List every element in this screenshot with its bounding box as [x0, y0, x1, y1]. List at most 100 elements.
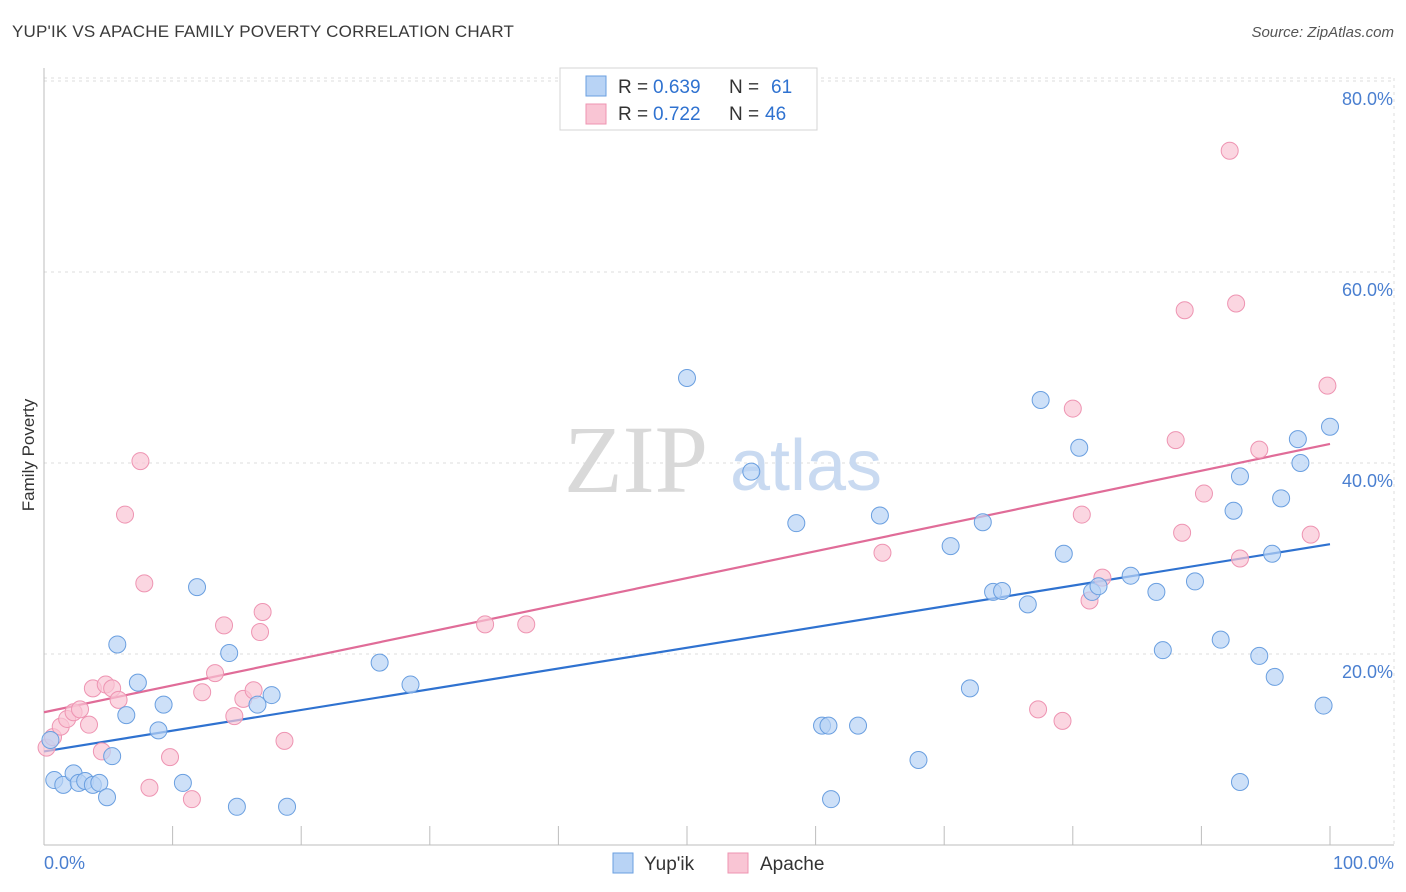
apache-trend-line	[43, 442, 1331, 714]
yupik-trend-line	[43, 543, 1331, 753]
yupik-point	[1230, 467, 1249, 486]
yupik-point	[188, 578, 207, 597]
apache-r-value: 0.722	[653, 104, 701, 125]
apache-point	[140, 778, 159, 797]
apache-n-value: 46	[765, 104, 786, 125]
yupik-point	[678, 369, 696, 388]
yupik-point	[98, 788, 117, 807]
yupik-point	[787, 514, 806, 533]
yupik-point	[960, 679, 979, 698]
stats-legend: R = 0.639 N = 61 R = 0.722 N = 46	[559, 67, 818, 131]
yupik-point	[822, 790, 841, 809]
yupik-point	[220, 644, 239, 663]
yupik-point	[1147, 582, 1166, 601]
y-tick-label: 80.0%	[1342, 89, 1393, 109]
y-axis-title: Family Poverty	[19, 398, 38, 511]
apache-point	[1175, 301, 1194, 320]
apache-point	[1173, 523, 1192, 542]
apache-point	[1220, 141, 1239, 160]
apache-point	[1166, 431, 1185, 450]
yupik-legend-swatch	[585, 75, 607, 97]
yupik-n-label: N =	[729, 77, 759, 98]
apache-point	[71, 700, 90, 719]
apache-point	[253, 602, 272, 621]
apache-point	[1227, 294, 1246, 313]
yupik-point	[742, 462, 761, 481]
watermark-zip: ZIP	[564, 406, 708, 513]
apache-point	[1230, 549, 1249, 568]
yupik-point	[128, 673, 147, 692]
apache-point	[1250, 440, 1269, 459]
yupik-point	[1031, 390, 1050, 409]
yupik-point	[149, 721, 168, 740]
x-tick-label-min: 0.0%	[44, 853, 85, 873]
apache-r-label: R =	[618, 104, 648, 125]
y-tick-label: 40.0%	[1342, 471, 1393, 491]
yupik-point	[1288, 430, 1307, 449]
axes	[43, 68, 1394, 846]
apache-n-label: N =	[729, 104, 759, 125]
yupik-bottom-label: Yup'ik	[644, 854, 695, 875]
yupik-point	[1211, 630, 1230, 649]
yupik-point	[1089, 577, 1108, 596]
apache-point	[1029, 700, 1048, 719]
yupik-point	[108, 635, 127, 654]
yupik-point	[1291, 454, 1310, 472]
x-tick-labels: 0.0% 100.0%	[44, 853, 1394, 873]
apache-point	[135, 574, 154, 593]
apache-point	[206, 664, 225, 683]
data-points	[37, 141, 1339, 816]
chart-title: YUP'IK VS APACHE FAMILY POVERTY CORRELAT…	[12, 22, 515, 41]
watermark: ZIP atlas	[564, 406, 882, 513]
yupik-point	[1070, 438, 1089, 457]
yupik-point	[819, 716, 838, 735]
yupik-point	[173, 773, 192, 792]
yupik-point	[1185, 572, 1204, 591]
yupik-point	[1263, 544, 1282, 563]
yupik-point	[248, 695, 267, 714]
yupik-point	[154, 695, 173, 714]
apache-point	[1318, 376, 1337, 395]
yupik-point	[1314, 696, 1333, 715]
trend-lines	[43, 442, 1331, 753]
yupik-point	[1018, 595, 1037, 614]
apache-legend-swatch	[585, 103, 607, 125]
apache-point	[225, 707, 244, 726]
apache-point	[182, 790, 201, 809]
series-legend: Yup'ik Apache	[612, 852, 824, 875]
apache-point	[275, 731, 294, 750]
yupik-point	[973, 513, 992, 532]
y-tick-labels: 20.0% 40.0% 60.0% 80.0%	[1342, 89, 1393, 682]
apache-point	[1301, 525, 1320, 544]
yupik-point	[1054, 544, 1073, 563]
yupik-bottom-swatch	[612, 852, 634, 874]
grid-lines	[44, 77, 1395, 845]
yupik-r-label: R =	[618, 77, 648, 98]
y-tick-label: 20.0%	[1342, 662, 1393, 682]
yupik-point	[41, 730, 60, 749]
yupik-point	[941, 537, 960, 556]
apache-point	[251, 623, 270, 642]
yupik-point	[909, 751, 928, 770]
yupik-point	[849, 716, 868, 735]
yupik-point	[993, 581, 1012, 600]
apache-point	[1053, 711, 1072, 730]
y-tick-label: 60.0%	[1342, 280, 1393, 300]
apache-bottom-label: Apache	[760, 854, 824, 875]
apache-point	[517, 615, 536, 634]
yupik-n-value: 61	[771, 77, 792, 98]
apache-point	[873, 543, 892, 562]
apache-point	[131, 452, 150, 471]
yupik-point	[1153, 641, 1172, 660]
yupik-point	[1121, 566, 1140, 585]
yupik-point	[1250, 646, 1269, 665]
yupik-point	[401, 675, 420, 694]
yupik-point	[1265, 667, 1284, 686]
yupik-point	[1230, 772, 1249, 791]
yupik-point	[1272, 489, 1291, 508]
yupik-r-value: 0.639	[653, 77, 701, 98]
source-credit: Source: ZipAtlas.com	[1251, 24, 1394, 41]
yupik-point	[1321, 417, 1339, 436]
yupik-point	[103, 747, 122, 766]
